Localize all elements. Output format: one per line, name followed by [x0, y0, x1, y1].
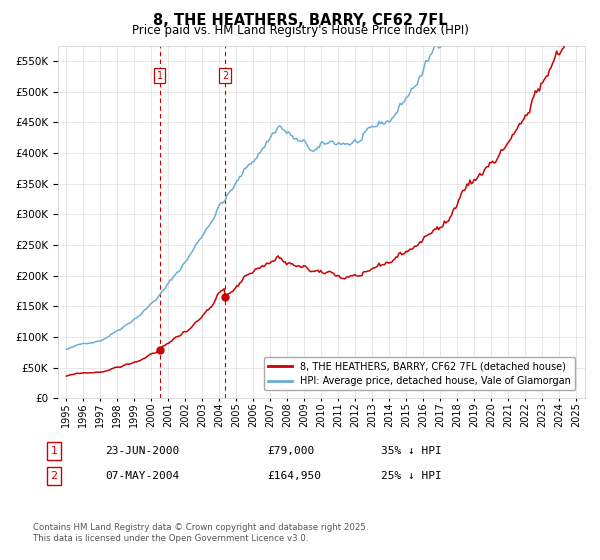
Text: 25% ↓ HPI: 25% ↓ HPI: [381, 471, 442, 481]
Text: Price paid vs. HM Land Registry's House Price Index (HPI): Price paid vs. HM Land Registry's House …: [131, 24, 469, 37]
Text: 23-JUN-2000: 23-JUN-2000: [105, 446, 179, 456]
Text: 2: 2: [222, 71, 229, 81]
Text: 35% ↓ HPI: 35% ↓ HPI: [381, 446, 442, 456]
Text: 8, THE HEATHERS, BARRY, CF62 7FL: 8, THE HEATHERS, BARRY, CF62 7FL: [152, 13, 448, 28]
Text: Contains HM Land Registry data © Crown copyright and database right 2025.
This d: Contains HM Land Registry data © Crown c…: [33, 524, 368, 543]
Text: 2: 2: [50, 471, 58, 481]
Text: 1: 1: [50, 446, 58, 456]
Legend: 8, THE HEATHERS, BARRY, CF62 7FL (detached house), HPI: Average price, detached : 8, THE HEATHERS, BARRY, CF62 7FL (detach…: [264, 357, 575, 390]
Text: 1: 1: [157, 71, 163, 81]
Text: £164,950: £164,950: [267, 471, 321, 481]
Text: 07-MAY-2004: 07-MAY-2004: [105, 471, 179, 481]
Text: £79,000: £79,000: [267, 446, 314, 456]
